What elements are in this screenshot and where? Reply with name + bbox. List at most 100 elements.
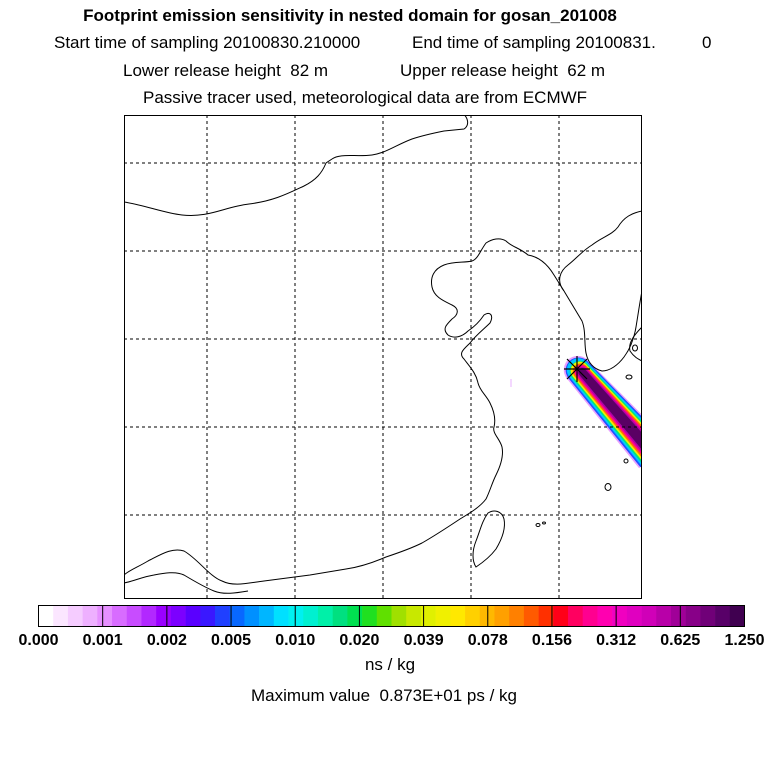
island	[604, 483, 612, 491]
plume-fringe	[510, 379, 512, 387]
colorbar-cell	[259, 605, 275, 627]
colorbar-cell	[420, 605, 436, 627]
colorbar-cell	[553, 605, 569, 627]
colorbar-cell	[494, 605, 510, 627]
start-time: Start time of sampling 20100830.210000	[54, 33, 360, 53]
colorbar-cell	[156, 605, 172, 627]
colorbar-cell	[317, 605, 333, 627]
start-time-label: Start time of sampling	[54, 33, 219, 52]
korea-coastline	[563, 290, 642, 372]
start-time-value: 20100830.210000	[223, 33, 361, 52]
colorbar-cell	[509, 605, 525, 627]
colorbar-cell	[362, 605, 378, 627]
plot-title: Footprint emission sensitivity in nested…	[83, 6, 617, 25]
colorbar-cell	[435, 605, 451, 627]
colorbar-cell	[200, 605, 216, 627]
upper-release-value: 62 m	[567, 61, 606, 80]
lower-release-value: 82 m	[290, 61, 329, 80]
colorbar-cell	[568, 605, 584, 627]
colorbar-cell	[38, 605, 54, 627]
colorbar-cell	[332, 605, 348, 627]
grid-lines	[124, 115, 642, 599]
coastlines	[124, 115, 642, 594]
colorbar-tick-label: 0.625	[660, 632, 700, 649]
end-time: End time of sampling 20100831.	[412, 33, 656, 53]
colorbar-cell	[523, 605, 539, 627]
japan-coastline	[629, 326, 642, 362]
end-time-extra: 0	[702, 33, 712, 52]
colorbar-cell	[112, 605, 128, 627]
lower-release-height: Lower release height 82 m	[123, 61, 328, 81]
colorbar-cell	[582, 605, 598, 627]
tracer-note: Passive tracer used, meteorological data…	[143, 88, 588, 107]
colorbar-cell	[479, 605, 495, 627]
colorbar-tick-label: 0.005	[211, 632, 251, 649]
colorbar-cell	[597, 605, 613, 627]
colorbar-cell	[244, 605, 260, 627]
colorbar-cell	[288, 605, 304, 627]
colorbar-cell	[67, 605, 83, 627]
max-value: Maximum value 0.873E+01 ps / kg	[0, 686, 768, 706]
colorbar-cell	[670, 605, 686, 627]
colorbar-tick-label: 1.250	[724, 632, 764, 649]
end-time-label: End time of sampling	[412, 33, 571, 52]
colorbar: 0.000 0.001 0.002 0.005 0.010 0.020 0.039 0.078…	[18, 605, 765, 649]
colorbar-cell	[391, 605, 407, 627]
colorbar-cell	[82, 605, 98, 627]
colorbar-cell	[97, 605, 113, 627]
colorbar-cell	[450, 605, 466, 627]
island	[623, 458, 629, 464]
colorbar-units: ns / kg	[364, 655, 416, 674]
colorbar-cell	[612, 605, 628, 627]
southwest-boundary	[124, 572, 249, 594]
colorbar-cell	[141, 605, 157, 627]
colorbar-cell	[170, 605, 186, 627]
max-value-number: 0.873E+01 ps / kg	[379, 686, 518, 705]
colorbar-cell	[626, 605, 642, 627]
colorbar-cell	[641, 605, 657, 627]
colorbar-cell	[406, 605, 422, 627]
colorbar-tick-label: 0.001	[83, 632, 123, 649]
colorbar-cell	[376, 605, 392, 627]
colorbar-tick-label: 0.078	[468, 632, 508, 649]
colorbar-cell	[53, 605, 69, 627]
northern-boundary	[124, 115, 469, 217]
colorbar-cell	[465, 605, 481, 627]
colorbar-cell	[273, 605, 289, 627]
colorbar-tick-label: 0.010	[275, 632, 315, 649]
taiwan-coastline	[472, 510, 505, 568]
east-coastline	[124, 238, 565, 585]
colorbar-tick-label: 0.002	[147, 632, 187, 649]
island	[625, 374, 633, 380]
lower-release-label: Lower release height	[123, 61, 281, 80]
colorbar-cell	[656, 605, 672, 627]
colorbar-cell	[538, 605, 554, 627]
colorbar-cell	[700, 605, 716, 627]
colorbar-cell	[347, 605, 363, 627]
colorbar-cell	[185, 605, 201, 627]
plume-band	[578, 368, 642, 450]
colorbar-cell	[715, 605, 731, 627]
plume	[563, 355, 642, 469]
colorbar-cell	[303, 605, 319, 627]
colorbar-tick-label: 0.039	[404, 632, 444, 649]
colorbar-cell	[215, 605, 231, 627]
colorbar-cell	[229, 605, 245, 627]
colorbar-frame	[38, 605, 745, 627]
max-value-label: Maximum value	[250, 686, 371, 705]
northeast-boundary	[559, 210, 642, 292]
map-frame	[124, 115, 642, 599]
colorbar-cell	[685, 605, 701, 627]
colorbar-cell	[729, 605, 745, 627]
upper-release-label: Upper release height	[400, 61, 558, 80]
end-time-value: 20100831.	[575, 33, 656, 52]
colorbar-tick-label: 0.156	[532, 632, 572, 649]
island	[632, 344, 638, 352]
island	[542, 521, 546, 525]
colorbar-tick-label: 0.020	[339, 632, 379, 649]
colorbar-tick-label: 0.000	[18, 632, 58, 649]
upper-release-height: Upper release height 62 m	[400, 61, 605, 81]
footprint-map	[124, 115, 642, 599]
colorbar-cell	[126, 605, 142, 627]
island	[535, 523, 541, 527]
